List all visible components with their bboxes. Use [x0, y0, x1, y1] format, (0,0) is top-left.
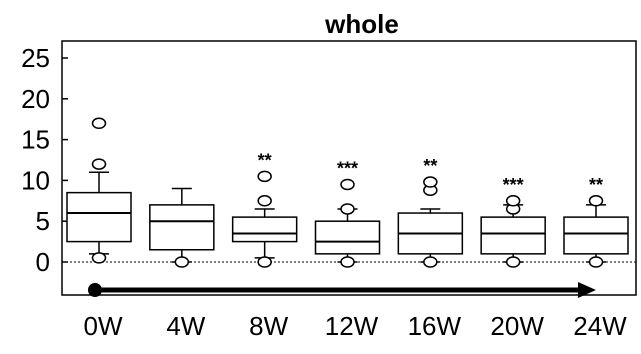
outlier-point [257, 256, 272, 268]
outlier-point [91, 117, 107, 130]
outlier-point [91, 158, 107, 170]
outlier-point [588, 256, 604, 268]
x-tick-label: 24W [573, 311, 627, 341]
box-iqr [66, 191, 132, 243]
box-iqr [563, 216, 629, 255]
y-tick-label: 5 [36, 206, 50, 236]
y-tick-label: 15 [21, 125, 50, 155]
plot-frame [61, 40, 637, 296]
significance-label: ** [589, 175, 603, 195]
y-tick-label: 0 [36, 247, 50, 277]
y-axis: 0 5 10 15 20 25 [21, 43, 68, 277]
x-tick-label: 4W [166, 311, 205, 341]
outlier-point [257, 170, 272, 183]
box-series: ** *** ***** ** [66, 117, 629, 268]
box-iqr [480, 216, 546, 255]
box-8w: ** [231, 150, 298, 268]
y-tick-label: 10 [21, 165, 50, 195]
outlier-point [505, 256, 521, 268]
box-16w: ** [397, 156, 464, 268]
box-24w: ** [563, 175, 629, 268]
box-4w [149, 187, 215, 268]
significance-label: ** [423, 156, 437, 176]
box-iqr [231, 216, 298, 243]
box-iqr [149, 204, 215, 251]
box-iqr [314, 220, 381, 255]
x-tick-label: 0W [84, 311, 123, 341]
outlier-point [340, 203, 355, 215]
outlier-point [340, 178, 355, 191]
outlier-point [174, 256, 190, 268]
box-12w: *** [314, 158, 381, 268]
y-tick-label: 20 [21, 84, 50, 114]
x-tick-label: 8W [249, 311, 288, 341]
trend-arrow [88, 282, 596, 298]
outlier-point [423, 256, 438, 268]
significance-label: ** [258, 150, 272, 170]
outlier-point [91, 252, 107, 264]
outlier-point [423, 176, 438, 188]
x-axis-labels: 0W 4W 8W 12W 16W 20W 24W [84, 311, 628, 341]
y-tick-label: 25 [21, 43, 50, 73]
arrow-start-dot [88, 283, 102, 297]
chart-title: whole [324, 9, 399, 39]
x-tick-label: 16W [408, 311, 462, 341]
significance-label: *** [503, 175, 524, 195]
x-tick-label: 12W [325, 311, 379, 341]
outlier-point [340, 256, 355, 268]
outlier-point [588, 195, 604, 207]
x-tick-label: 20W [490, 311, 544, 341]
significance-label: *** [337, 158, 358, 178]
box-0w [66, 117, 132, 264]
outlier-point [257, 195, 272, 207]
arrow-head [578, 282, 596, 298]
box-20w: *** [480, 175, 546, 268]
outlier-point [505, 195, 521, 207]
